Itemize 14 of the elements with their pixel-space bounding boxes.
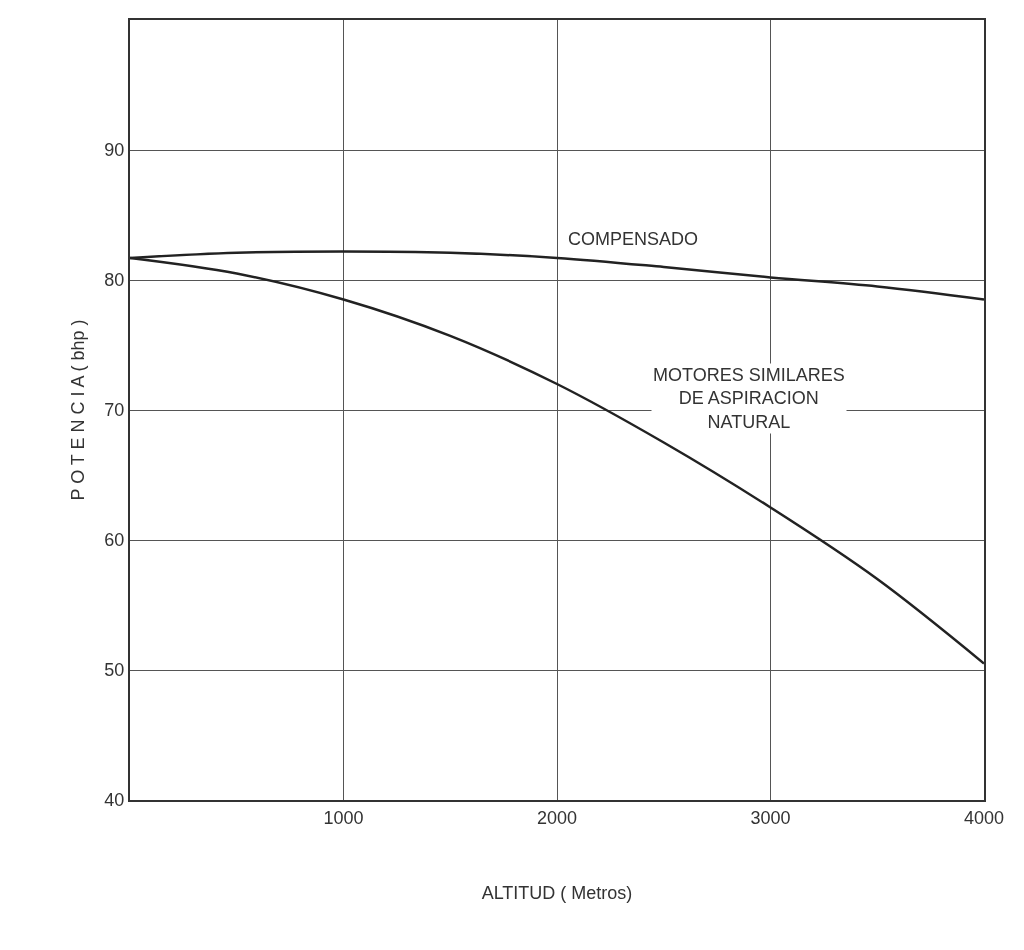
x-tick-label: 3000 [750, 807, 791, 828]
annotation: MOTORES SIMILARES DE ASPIRACION NATURAL [653, 365, 845, 432]
x-tick-label: 2000 [536, 807, 578, 828]
y-tick-label: 60 [104, 530, 125, 551]
y-tick-label: 70 [104, 400, 125, 421]
annotation: COMPENSADO [568, 229, 699, 249]
y-tick-label: 50 [104, 660, 125, 681]
x-axis-title: ALTITUD ( Metros) [481, 883, 633, 904]
y-axis-title: P O T E N C I A ( bhp ) [68, 319, 89, 501]
y-tick-label: 40 [104, 790, 125, 811]
y-tick-label: 80 [104, 270, 125, 291]
y-tick-label: 90 [104, 140, 125, 161]
x-tick-label: 1000 [323, 807, 364, 828]
x-tick-label: 4000 [963, 807, 1005, 828]
